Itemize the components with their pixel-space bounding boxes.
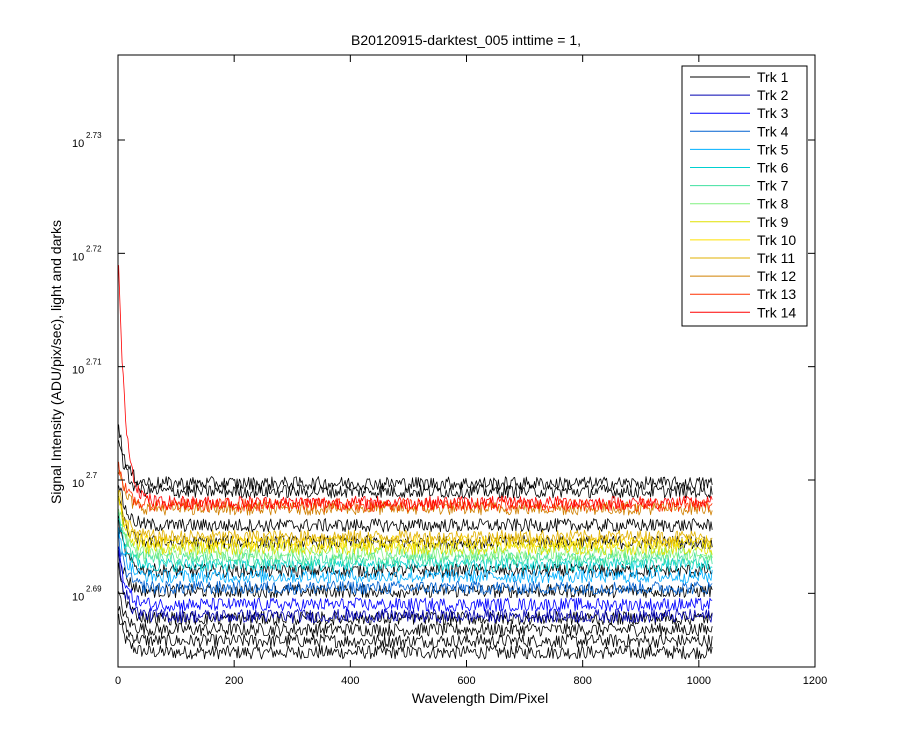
chart-title: B20120915-darktest_005 inttime = 1, [351, 32, 581, 48]
series-line-trk-2 [118, 550, 713, 624]
legend: Trk 1 Trk 2 Trk 3 Trk 4 Trk 5 Trk 6 Trk 7 Trk 8… [681, 65, 808, 327]
legend-label: Trk 11 [757, 250, 795, 266]
dark-trace-line [118, 591, 713, 637]
series-line-trk-10 [118, 490, 713, 550]
dark-trace-line [118, 485, 713, 533]
x-tick-label: 1200 [803, 675, 827, 687]
y-tick-label-exponent: 2.71 [86, 358, 102, 367]
legend-items: Trk 1 Trk 2 Trk 3 Trk 4 Trk 5 Trk 6 Trk 7 Trk 8… [690, 69, 796, 320]
x-axis-label: Wavelength Dim/Pixel [412, 690, 548, 706]
legend-label: Trk 4 [757, 123, 789, 139]
dark-trace-line [118, 440, 713, 499]
x-tick-label: 400 [341, 675, 359, 687]
y-tick-label-exponent: 2.73 [86, 131, 102, 140]
series-line-trk-11 [118, 490, 713, 544]
series-line-trk-3 [118, 546, 713, 612]
y-tick-label-base: 10 [72, 138, 84, 150]
y-axis-label: Signal Intensity (ADU/pix/sec), light an… [48, 220, 64, 504]
dark-trace-line [118, 613, 713, 660]
legend-label: Trk 10 [757, 232, 796, 248]
series-line-trk-7 [118, 512, 713, 567]
legend-label: Trk 1 [757, 69, 789, 85]
legend-label: Trk 6 [757, 160, 789, 176]
y-tick-label-base: 10 [72, 365, 84, 377]
y-tick-label-base: 10 [72, 478, 84, 490]
series-line-trk-14 [118, 265, 713, 510]
dark-trace-line [118, 424, 713, 491]
legend-label: Trk 8 [757, 196, 789, 212]
dark-trace-line [118, 552, 713, 599]
dark-trace-line [118, 606, 713, 649]
x-tick-label: 600 [457, 675, 475, 687]
x-axis-ticks: 0 200 400 600 800 1000 1200 [115, 55, 827, 687]
y-tick-label-base: 10 [72, 251, 84, 263]
x-tick-label: 800 [573, 675, 591, 687]
legend-box [681, 65, 808, 327]
series-line-trk-4 [118, 531, 713, 595]
y-tick-label-base: 10 [72, 591, 84, 603]
x-tick-label: 1000 [687, 675, 711, 687]
data-traces [118, 265, 713, 660]
legend-label: Trk 14 [757, 304, 796, 320]
y-tick-label-exponent: 2.7 [86, 471, 98, 480]
legend-label: Trk 9 [757, 214, 789, 230]
x-tick-label: 200 [225, 675, 243, 687]
y-tick-label-exponent: 2.69 [86, 584, 102, 593]
series-line-trk-5 [118, 527, 713, 584]
legend-label: Trk 7 [757, 178, 789, 194]
legend-label: Trk 5 [757, 141, 789, 157]
legend-label: Trk 12 [757, 268, 796, 284]
y-tick-label-exponent: 2.72 [86, 244, 102, 253]
x-tick-label: 0 [115, 675, 121, 687]
legend-label: Trk 2 [757, 87, 789, 103]
legend-label: Trk 3 [757, 105, 789, 121]
legend-label: Trk 13 [757, 286, 796, 302]
